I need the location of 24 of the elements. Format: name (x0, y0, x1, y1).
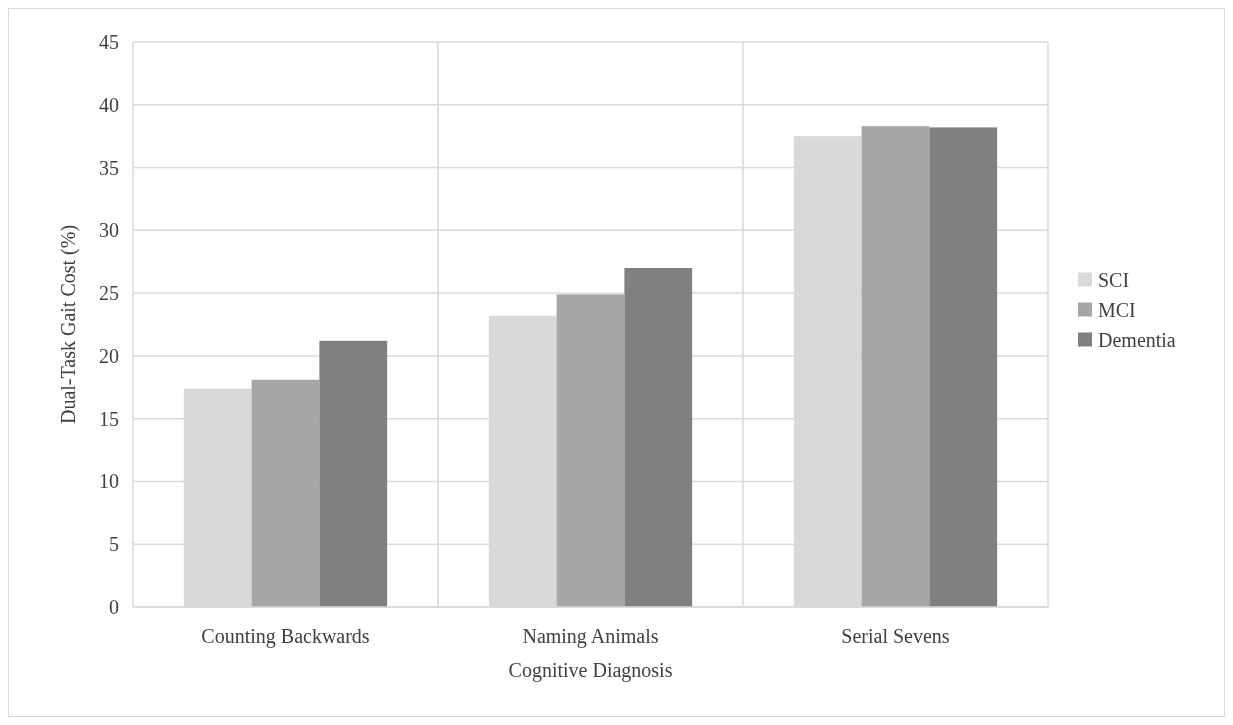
x-tick-label: Counting Backwards (201, 625, 370, 648)
bar (624, 268, 693, 607)
y-axis-title: Dual-Task Gait Cost (%) (57, 224, 80, 425)
bar (319, 340, 388, 607)
y-tick-label: 5 (109, 533, 119, 556)
bar (556, 294, 625, 607)
x-tick-label: Serial Sevens (841, 625, 950, 647)
y-tick-label: 45 (99, 31, 119, 53)
y-tick-label: 15 (99, 407, 119, 430)
bar (861, 126, 930, 607)
bar (929, 127, 998, 607)
y-tick-label: 20 (99, 344, 119, 367)
bar (251, 379, 320, 607)
legend-label: Dementia (1098, 328, 1176, 351)
legend-label: MCI (1098, 298, 1136, 321)
y-tick-label: 10 (99, 470, 119, 493)
y-tick-label: 40 (99, 93, 119, 116)
y-tick-label: 30 (99, 219, 119, 242)
y-tick-label: 35 (99, 156, 119, 179)
y-tick-label: 25 (99, 282, 119, 305)
x-tick-label: Naming Animals (522, 625, 659, 648)
y-tick-label: 0 (109, 596, 119, 618)
x-axis-title: Cognitive Diagnosis (508, 659, 673, 682)
legend-label: SCI (1098, 268, 1130, 291)
